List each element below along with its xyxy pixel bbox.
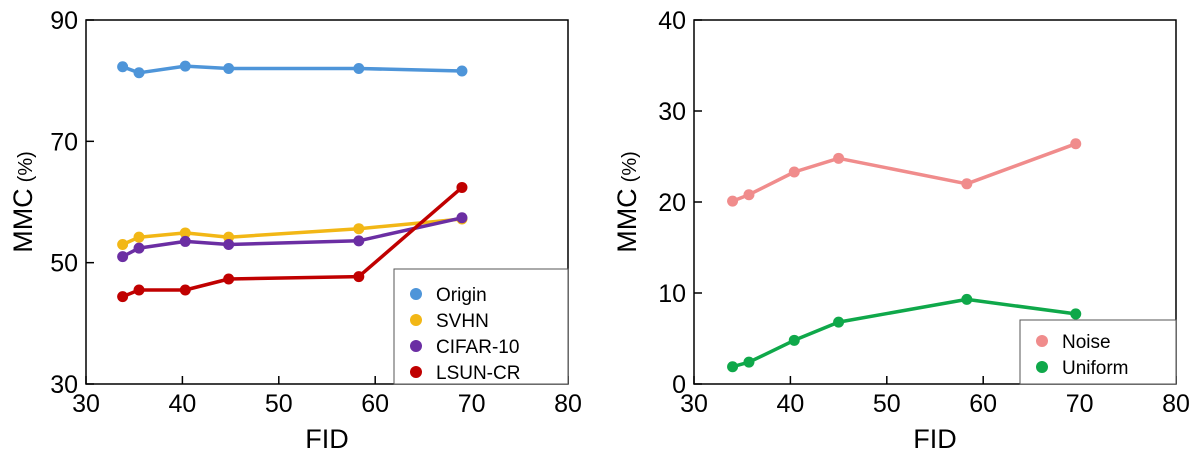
data-point-lsun-cr: [117, 291, 129, 303]
data-point-cifar-10: [133, 242, 145, 254]
legend-label-lsun-cr: LSUN-CR: [436, 363, 520, 384]
data-point-lsun-cr: [179, 284, 191, 296]
x-tick-label: 70: [458, 390, 486, 418]
legend-box: [1019, 319, 1177, 385]
y-axis-title-main: MMC: [612, 188, 642, 252]
legend-marker-cifar-10: [410, 340, 422, 352]
x-tick-label: 40: [168, 390, 196, 418]
data-point-uniform: [833, 316, 845, 328]
data-point-origin: [456, 65, 468, 77]
y-axis-title-main: MMC: [8, 188, 38, 252]
series-cifar-10: [117, 212, 468, 263]
data-point-origin: [223, 63, 235, 75]
y-tick-label: 0: [672, 371, 686, 399]
x-tick-label: 50: [873, 390, 901, 418]
x-tick-label: 80: [554, 390, 582, 418]
y-axis-title: MMC (%): [8, 151, 38, 253]
y-tick-label: 30: [658, 98, 686, 126]
legend: Origin SVHN CIFAR-10 LSUN-CR: [393, 268, 569, 385]
data-point-lsun-cr: [223, 273, 235, 285]
data-point-cifar-10: [117, 251, 129, 263]
legend-box: [393, 268, 569, 385]
legend: Noise Uniform: [1019, 319, 1177, 385]
x-tick-label: 60: [969, 390, 997, 418]
x-axis-title: FID: [305, 424, 349, 454]
legend-label-uniform: Uniform: [1062, 358, 1129, 379]
plot-frame: [85, 19, 569, 385]
data-point-cifar-10: [353, 235, 365, 247]
data-point-lsun-cr: [133, 284, 145, 296]
data-point-origin: [179, 60, 191, 72]
data-point-cifar-10: [179, 235, 191, 247]
data-point-svhn: [179, 227, 191, 239]
data-point-cifar-10: [456, 212, 468, 224]
legend-label-cifar-10: CIFAR-10: [436, 337, 519, 358]
x-tick-label: 50: [265, 390, 293, 418]
y-tick-label: 40: [658, 7, 686, 35]
y-tick-label: 30: [50, 371, 78, 399]
legend-label-noise: Noise: [1062, 332, 1111, 353]
data-point-noise: [1070, 138, 1082, 150]
data-point-origin: [133, 67, 145, 79]
data-point-uniform: [961, 293, 973, 305]
series-lsun-cr: [117, 181, 468, 303]
x-tick-label: 30: [72, 390, 100, 418]
legend-marker-noise: [1036, 335, 1048, 347]
data-point-uniform: [727, 361, 739, 373]
data-point-noise: [788, 166, 800, 178]
chart-1: 30 40 50 60 70 80 30 50 70 90 FID MMC (%) Origin SVHN C…: [8, 7, 582, 454]
chart-2: 30 40 50 60 70 80 0 10 20 30 40 FID MMC (%) Noise Unifo…: [612, 7, 1190, 454]
x-tick-label: 80: [1162, 390, 1190, 418]
x-tick-label: 30: [680, 390, 708, 418]
data-point-lsun-cr: [353, 271, 365, 283]
x-tick-label: 40: [776, 390, 804, 418]
data-point-svhn: [133, 231, 145, 243]
data-point-origin: [353, 63, 365, 75]
y-tick-label: 10: [658, 280, 686, 308]
y-axis-title: MMC (%): [612, 151, 642, 253]
series-line-origin: [120, 64, 464, 75]
series-line-noise: [730, 142, 1078, 203]
legend-label-svhn: SVHN: [436, 311, 489, 332]
data-point-uniform: [788, 334, 800, 346]
series-noise: [727, 138, 1082, 207]
y-axis-title-unit: (%): [619, 151, 641, 182]
y-tick-label: 50: [50, 250, 78, 278]
x-tick-label: 60: [361, 390, 389, 418]
data-point-origin: [117, 61, 129, 73]
y-axis-title-unit: (%): [15, 151, 37, 182]
legend-marker-origin: [410, 288, 422, 300]
legend-marker-uniform: [1036, 361, 1048, 373]
y-tick-label: 70: [50, 128, 78, 156]
data-point-lsun-cr: [456, 181, 468, 193]
x-tick-label: 70: [1066, 390, 1094, 418]
legend-label-origin: Origin: [436, 285, 487, 306]
data-point-uniform: [1070, 308, 1082, 320]
data-point-svhn: [117, 238, 129, 250]
data-point-noise: [833, 152, 845, 164]
data-point-cifar-10: [223, 238, 235, 250]
y-tick-label: 90: [50, 7, 78, 35]
data-point-noise: [743, 189, 755, 201]
y-tick-label: 20: [658, 189, 686, 217]
data-point-svhn: [353, 223, 365, 235]
series-uniform: [727, 293, 1082, 373]
data-point-uniform: [743, 356, 755, 368]
series-origin: [117, 60, 468, 79]
x-axis-title: FID: [913, 424, 957, 454]
data-point-noise: [727, 195, 739, 207]
legend-marker-lsun-cr: [410, 366, 422, 378]
legend-marker-svhn: [410, 314, 422, 326]
data-point-noise: [961, 178, 973, 190]
